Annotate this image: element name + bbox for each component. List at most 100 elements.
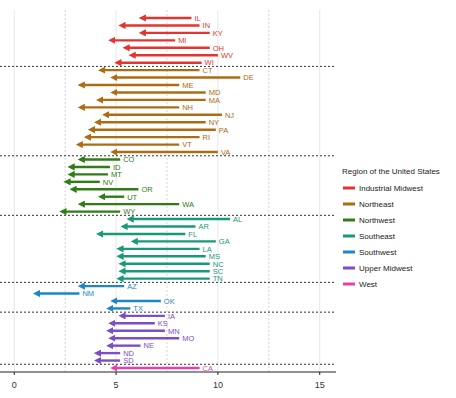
arrow (112, 330, 165, 332)
state-label: FL (188, 230, 197, 239)
state-label: CA (203, 364, 213, 373)
tick (116, 372, 117, 375)
state-label: MI (178, 36, 186, 45)
legend-label: Southwest (359, 248, 397, 257)
arrow (108, 114, 222, 116)
arrow (128, 47, 210, 49)
legend-swatch (343, 283, 355, 286)
state-label: IA (168, 312, 175, 321)
minor-grid-line (65, 10, 66, 372)
arrow (122, 255, 206, 257)
state-label: RI (203, 133, 211, 142)
arrow (73, 173, 108, 175)
group-separator (0, 66, 336, 67)
state-label: UT (127, 193, 137, 202)
axis-line (0, 372, 336, 373)
state-label: DE (243, 73, 253, 82)
arrow (122, 277, 210, 279)
arrow (100, 352, 120, 354)
group-separator (0, 155, 336, 156)
state-label: OR (141, 185, 153, 194)
arrow (104, 196, 124, 198)
arrow (112, 307, 130, 309)
arrow (112, 344, 141, 346)
arrow (145, 32, 210, 34)
legend-label: Southeast (359, 232, 396, 241)
tick-label: 15 (315, 380, 325, 390)
tick (319, 372, 320, 375)
arrow (83, 203, 179, 205)
arrow (124, 24, 199, 26)
state-label: WA (182, 200, 194, 209)
state-label: NH (182, 103, 193, 112)
arrow (94, 129, 216, 131)
state-label: ME (182, 81, 193, 90)
arrow (83, 84, 179, 86)
arrow (134, 54, 218, 56)
legend-swatch (343, 235, 355, 238)
state-label: NM (82, 289, 94, 298)
arrow (124, 270, 210, 272)
state-label: NY (209, 118, 219, 127)
state-label: GA (219, 237, 230, 246)
arrow (124, 263, 210, 265)
state-labels: ILINKYMIOHWVWICTDEMEMDMANHNJNYPARIVTVACO… (82, 14, 253, 373)
arrow (100, 359, 120, 361)
arrow (126, 225, 195, 227)
state-label: IL (194, 14, 200, 23)
state-label: TN (213, 274, 223, 283)
state-label: CO (123, 155, 134, 164)
legend-label: Northwest (359, 216, 396, 225)
arrow (116, 91, 206, 93)
arrow (100, 121, 206, 123)
tick-label: 10 (213, 380, 223, 390)
grid-line (116, 10, 117, 372)
arrow (116, 367, 200, 369)
state-label: SD (123, 356, 134, 365)
grid-line (14, 10, 15, 372)
arrow (83, 285, 124, 287)
arrow (116, 151, 218, 153)
legend-label: West (359, 280, 378, 289)
tick (217, 372, 218, 375)
legend-title: Region of the United States (342, 167, 440, 176)
chart: ILINKYMIOHWVWICTDEMEMDMANHNJNYPARIVTVACO… (0, 0, 456, 398)
state-label: AL (233, 215, 242, 224)
arrow (65, 210, 120, 212)
arrow (116, 76, 240, 78)
group-separators (0, 66, 336, 364)
legend: Region of the United States Industrial Mi… (342, 167, 440, 289)
legend-swatch (343, 187, 355, 190)
arrow (90, 136, 200, 138)
state-label: NV (103, 178, 113, 187)
tick-label: 5 (114, 380, 119, 390)
arrow (102, 233, 186, 235)
group-separator (0, 282, 336, 283)
state-label: MA (209, 96, 220, 105)
arrow (114, 39, 175, 41)
legend-label: Northeast (359, 200, 394, 209)
state-label: VT (182, 140, 192, 149)
state-label: CT (203, 66, 213, 75)
state-label: WY (123, 207, 135, 216)
legend-swatch (343, 219, 355, 222)
state-label: TX (133, 304, 143, 313)
state-label: OK (164, 297, 175, 306)
state-label: WV (221, 51, 233, 60)
state-label: VA (221, 148, 230, 157)
legend-label: Industrial Midwest (359, 184, 424, 193)
arrow (114, 337, 179, 339)
arrow (83, 106, 179, 108)
arrow (145, 17, 192, 19)
state-label: NJ (225, 111, 234, 120)
legend-label: Upper Midwest (359, 264, 413, 273)
state-label: KY (213, 29, 223, 38)
state-label: PA (219, 126, 228, 135)
arrow (136, 240, 215, 242)
arrow (102, 99, 206, 101)
arrow (73, 166, 110, 168)
grid-line (217, 10, 218, 372)
arrow (81, 143, 179, 145)
tick (14, 372, 15, 375)
arrow (83, 158, 120, 160)
